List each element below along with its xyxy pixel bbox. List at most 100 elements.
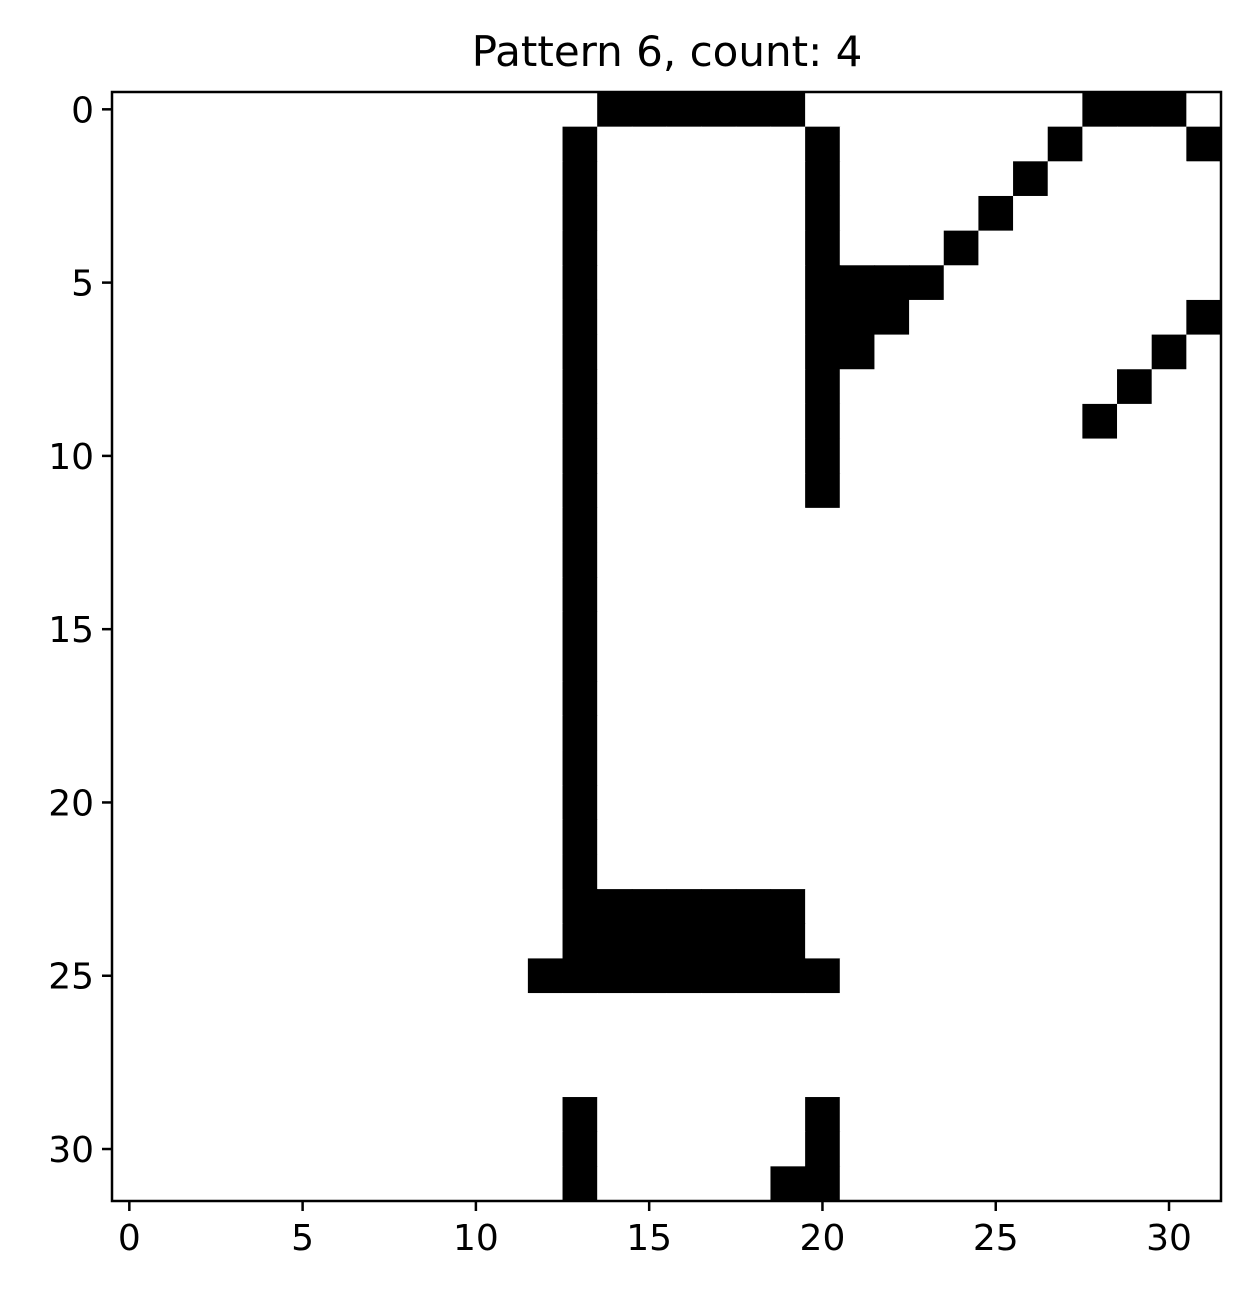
- heatmap-cell: [1082, 369, 1118, 405]
- heatmap-cell: [146, 993, 182, 1029]
- heatmap-cell: [666, 1166, 702, 1202]
- heatmap-cell: [701, 265, 737, 301]
- heatmap-cell: [1117, 299, 1153, 336]
- heatmap-cell: [112, 265, 148, 301]
- heatmap-cell: [597, 1097, 633, 1133]
- heatmap-cell: [874, 265, 910, 301]
- heatmap-cell: [181, 438, 217, 474]
- heatmap-cell: [146, 507, 182, 544]
- heatmap-cell: [1047, 507, 1083, 544]
- heatmap-cell: [112, 611, 148, 648]
- heatmap-cell: [701, 1062, 737, 1098]
- heatmap-cell: [770, 92, 806, 128]
- heatmap-cell: [943, 819, 980, 856]
- heatmap-cell: [1082, 681, 1118, 717]
- heatmap-cell: [735, 369, 772, 405]
- heatmap-cell: [1186, 854, 1222, 890]
- heatmap-cell: [978, 195, 1014, 232]
- heatmap-cell: [423, 369, 460, 405]
- heatmap-cell: [493, 819, 529, 856]
- heatmap-cell: [666, 161, 702, 197]
- heatmap-cell: [839, 195, 876, 232]
- heatmap-cell: [1117, 369, 1153, 405]
- heatmap-cell: [735, 750, 772, 786]
- heatmap-cell: [112, 473, 148, 509]
- heatmap-cell: [1186, 923, 1222, 960]
- heatmap-cell: [112, 1097, 148, 1133]
- heatmap-cell: [805, 1097, 841, 1133]
- heatmap-cell: [805, 438, 841, 474]
- heatmap-cell: [1047, 715, 1083, 752]
- heatmap-cell: [666, 542, 702, 578]
- heatmap-cell: [701, 1027, 737, 1063]
- heatmap-cell: [562, 1097, 598, 1133]
- heatmap-cell: [597, 1027, 633, 1063]
- heatmap-cell: [666, 230, 702, 266]
- heatmap-cell: [1047, 542, 1083, 578]
- heatmap-cell: [1186, 785, 1222, 821]
- heatmap-cell: [874, 334, 910, 370]
- heatmap-cell: [978, 1027, 1014, 1063]
- heatmap-cell: [527, 819, 564, 856]
- heatmap-cell: [1186, 230, 1222, 266]
- heatmap-cell: [839, 126, 876, 162]
- heatmap-cell: [112, 958, 148, 994]
- heatmap-cell: [423, 161, 460, 197]
- heatmap-cell: [1117, 126, 1153, 162]
- heatmap-cell: [770, 507, 806, 544]
- heatmap-cell: [250, 577, 286, 613]
- heatmap-cell: [285, 785, 321, 821]
- heatmap-cell: [146, 473, 182, 509]
- heatmap-cell: [389, 1027, 425, 1063]
- heatmap-cell: [597, 92, 633, 128]
- heatmap-cell: [250, 785, 286, 821]
- heatmap-cell: [839, 230, 876, 266]
- y-tick-label: 25: [48, 957, 94, 998]
- heatmap-cell: [215, 230, 252, 266]
- heatmap-cell: [112, 1131, 148, 1167]
- heatmap-cell: [493, 1062, 529, 1098]
- heatmap-cell: [943, 403, 980, 440]
- heatmap-cell: [181, 299, 217, 336]
- heatmap-cell: [770, 611, 806, 648]
- heatmap-cell: [978, 1166, 1014, 1202]
- heatmap-cell: [805, 403, 841, 440]
- heatmap-cell: [1186, 889, 1222, 925]
- heatmap-cell: [319, 923, 356, 960]
- heatmap-cell: [943, 230, 980, 266]
- heatmap-cell: [1117, 681, 1153, 717]
- heatmap-cell: [423, 1097, 460, 1133]
- heatmap-cell: [597, 958, 633, 994]
- heatmap-cell: [631, 369, 668, 405]
- heatmap-cell: [874, 785, 910, 821]
- heatmap-cell: [1117, 646, 1153, 682]
- heatmap-cell: [354, 1097, 390, 1133]
- heatmap-cell: [389, 889, 425, 925]
- heatmap-cell: [597, 750, 633, 786]
- heatmap-cell: [319, 403, 356, 440]
- heatmap-cell: [1117, 611, 1153, 648]
- heatmap-cell: [493, 785, 529, 821]
- heatmap-cell: [1151, 715, 1187, 752]
- heatmap-cell: [319, 230, 356, 266]
- heatmap-cell: [215, 715, 252, 752]
- heatmap-cell: [527, 265, 564, 301]
- heatmap-cell: [181, 195, 217, 232]
- heatmap-cell: [562, 1131, 598, 1167]
- heatmap-cell: [112, 1027, 148, 1063]
- y-tick-label: 10: [48, 437, 94, 478]
- heatmap-cell: [1082, 958, 1118, 994]
- heatmap-cell: [1047, 126, 1083, 162]
- heatmap-cell: [458, 438, 494, 474]
- heatmap-cell: [112, 126, 148, 162]
- heatmap-cell: [978, 889, 1014, 925]
- heatmap-cell: [943, 265, 980, 301]
- heatmap-cell: [735, 681, 772, 717]
- heatmap-cell: [250, 1062, 286, 1098]
- heatmap-cell: [735, 542, 772, 578]
- heatmap-cell: [770, 646, 806, 682]
- heatmap-cell: [319, 577, 356, 613]
- heatmap-cell: [285, 161, 321, 197]
- heatmap-cell: [250, 854, 286, 890]
- heatmap-cell: [319, 715, 356, 752]
